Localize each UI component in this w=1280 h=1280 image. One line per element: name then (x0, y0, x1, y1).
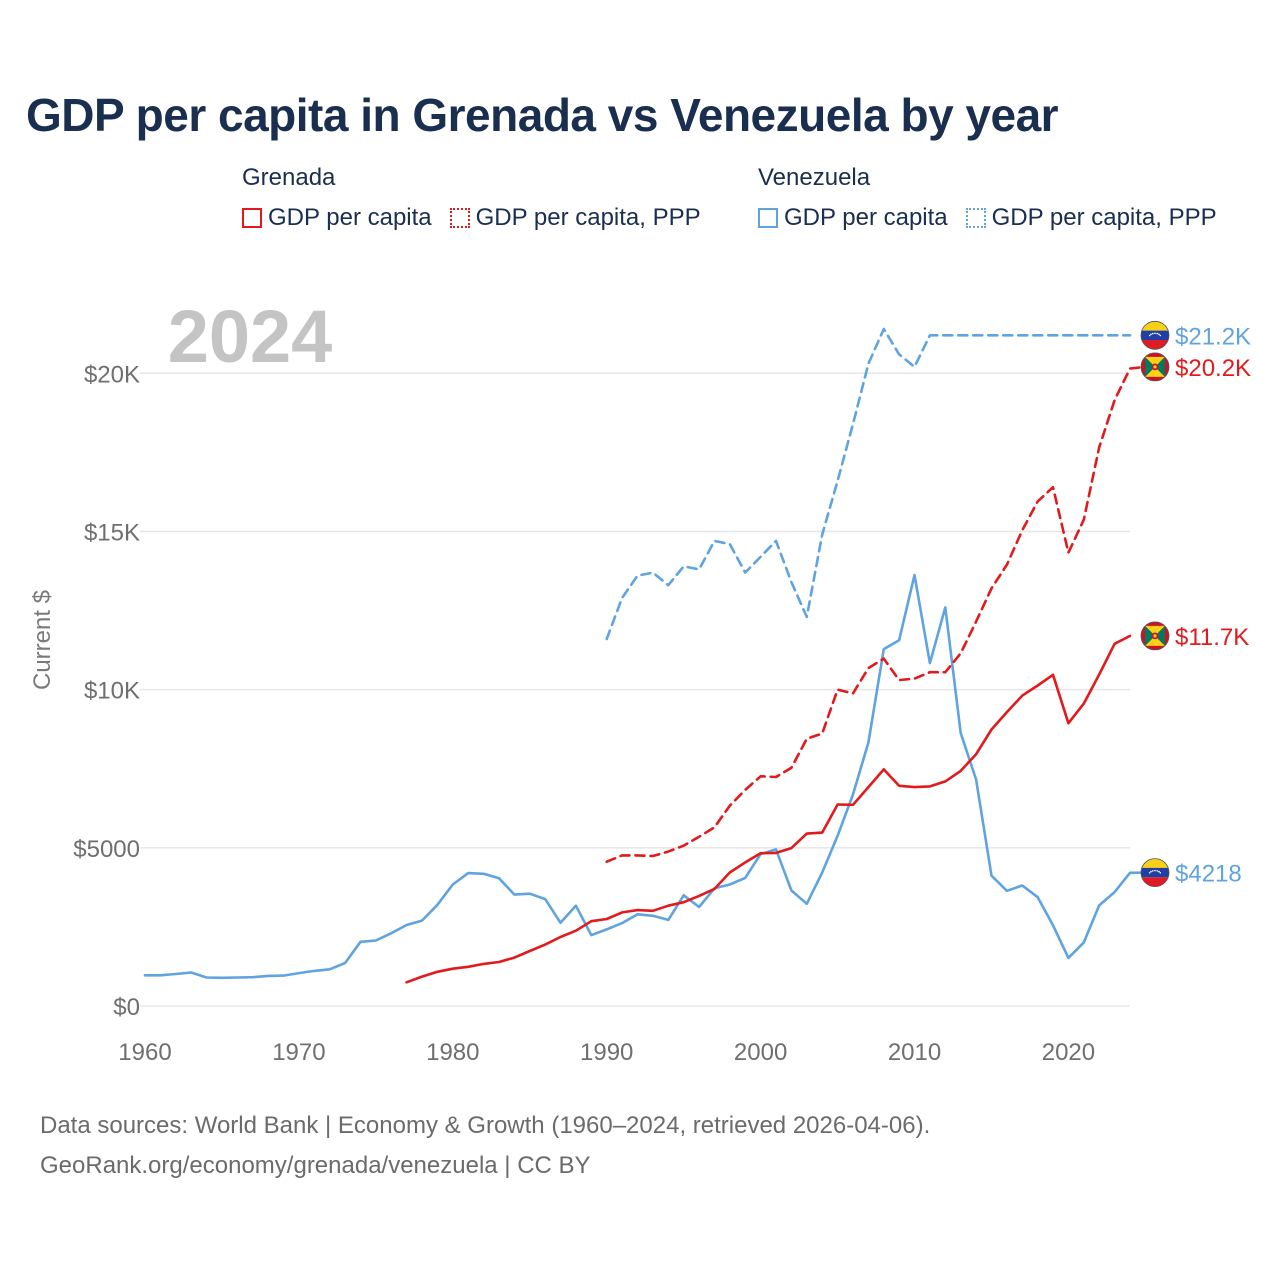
x-tick-label: 2000 (734, 1039, 787, 1066)
y-tick-label: $5000 (73, 836, 140, 863)
flag-triangle (1155, 625, 1165, 646)
legend-group-venezuela: Venezuela GDP per capita GDP per capita,… (758, 164, 1217, 232)
series-line-grenada-gdp-per-capita (405, 634, 1132, 984)
x-tick-label: 2020 (1042, 1039, 1095, 1066)
x-tick-label: 2010 (888, 1039, 941, 1066)
venezuela-flag-icon (1140, 858, 1170, 887)
flag-star (1153, 365, 1157, 369)
legend-item-grenada-gdp[interactable]: GDP per capita (242, 204, 432, 232)
legend-swatch-solid-red (242, 208, 262, 228)
y-tick-label: $0 (113, 994, 140, 1021)
flag-outline (1140, 858, 1170, 887)
flag-star (1159, 872, 1162, 874)
flag-stripe (1141, 867, 1169, 878)
flag-star (1152, 332, 1154, 335)
y-tick-label: $20K (84, 361, 140, 388)
y-axis-ticks: $0 $5000 $10K $15K $20K (73, 361, 140, 1021)
x-tick-label: 1960 (118, 1039, 171, 1066)
flag-star (1156, 332, 1158, 335)
end-label: $4218 (1175, 861, 1242, 888)
flag-star (1150, 870, 1152, 873)
legend-item-grenada-gdp-ppp[interactable]: GDP per capita, PPP (449, 204, 701, 232)
legend-group-name: Venezuela (758, 164, 871, 191)
legend-swatch-solid-blue (758, 208, 778, 228)
flag-star (1158, 870, 1160, 873)
flag-star (1150, 333, 1152, 336)
flag-triangle (1145, 625, 1165, 636)
legend-item-venezuela-gdp[interactable]: GDP per capita (758, 204, 948, 232)
end-label: $20.2K (1175, 355, 1251, 382)
flag-stripe (1141, 340, 1169, 350)
flag-star (1158, 333, 1160, 336)
flag-stripe (1141, 330, 1169, 340)
flag-stripe (1141, 877, 1169, 887)
grenada-flag-icon (1140, 621, 1170, 651)
chart-title: GDP per capita in Grenada vs Venezuela b… (26, 89, 1059, 141)
x-tick-label: 1970 (272, 1039, 325, 1066)
flag-triangle (1145, 366, 1165, 377)
legend-label: GDP per capita (784, 204, 948, 231)
y-tick-label: $10K (84, 678, 140, 705)
legend-item-venezuela-gdp-ppp[interactable]: GDP per capita, PPP (965, 204, 1217, 232)
y-axis-label: Current $ (29, 590, 56, 690)
series-line-venezuela-gdp-per-capita (143, 573, 1147, 980)
legend-swatch-dotted-blue (965, 208, 986, 228)
flag-outline (1140, 621, 1170, 651)
y-tick-label: $15K (84, 519, 140, 546)
flag-stripe (1141, 858, 1169, 868)
legend-group-grenada: Grenada GDP per capita GDP per capita, P… (242, 164, 701, 232)
series-line-grenada-gdp-per-capita-ppp (605, 365, 1147, 864)
flag-triangle (1155, 356, 1165, 377)
end-label: $11.7K (1175, 624, 1249, 651)
flag-triangle (1145, 356, 1165, 367)
legend-label: GDP per capita, PPP (991, 204, 1217, 231)
flag-star (1148, 334, 1151, 337)
grenada-flag-icon (1140, 352, 1170, 382)
flag-outline (1140, 352, 1170, 382)
legend-group-name: Grenada (242, 164, 336, 191)
x-tick-label: 1980 (426, 1039, 479, 1066)
footer-sources: Data sources: World Bank | Economy & Gro… (40, 1112, 931, 1139)
end-label: $21.2K (1175, 323, 1251, 350)
footer-credit: GeoRank.org/economy/grenada/venezuela | … (40, 1152, 591, 1179)
year-watermark: 2024 (168, 295, 333, 378)
x-axis-ticks: 1960 1970 1980 1990 2000 2010 2020 (118, 1039, 1095, 1066)
series-lines (143, 327, 1147, 984)
flag-triangle (1145, 625, 1155, 646)
flag-star (1154, 332, 1156, 335)
flag-star (1154, 869, 1156, 872)
venezuela-flag-icon (1140, 320, 1170, 350)
footer: Data sources: World Bank | Economy & Gro… (40, 1106, 930, 1186)
flag-star (1148, 872, 1151, 874)
flag-star (1152, 870, 1154, 872)
legend-label: GDP per capita, PPP (475, 204, 701, 231)
flag-triangle (1145, 356, 1155, 377)
x-tick-label: 1990 (580, 1039, 633, 1066)
series-line-venezuela-gdp-per-capita-ppp (605, 327, 1132, 641)
grid-lines (140, 372, 1130, 1007)
flag-star (1159, 334, 1162, 337)
flag-star (1156, 870, 1158, 872)
legend-label: GDP per capita (268, 204, 432, 231)
end-labels: $4218 $21.2K $11.7K $20.2K (1140, 320, 1251, 888)
flag-outline (1140, 320, 1170, 350)
legend-swatch-dotted-red (449, 208, 470, 228)
flag-stripe (1141, 321, 1169, 331)
flag-star (1153, 634, 1157, 638)
flag-triangle (1145, 635, 1165, 646)
